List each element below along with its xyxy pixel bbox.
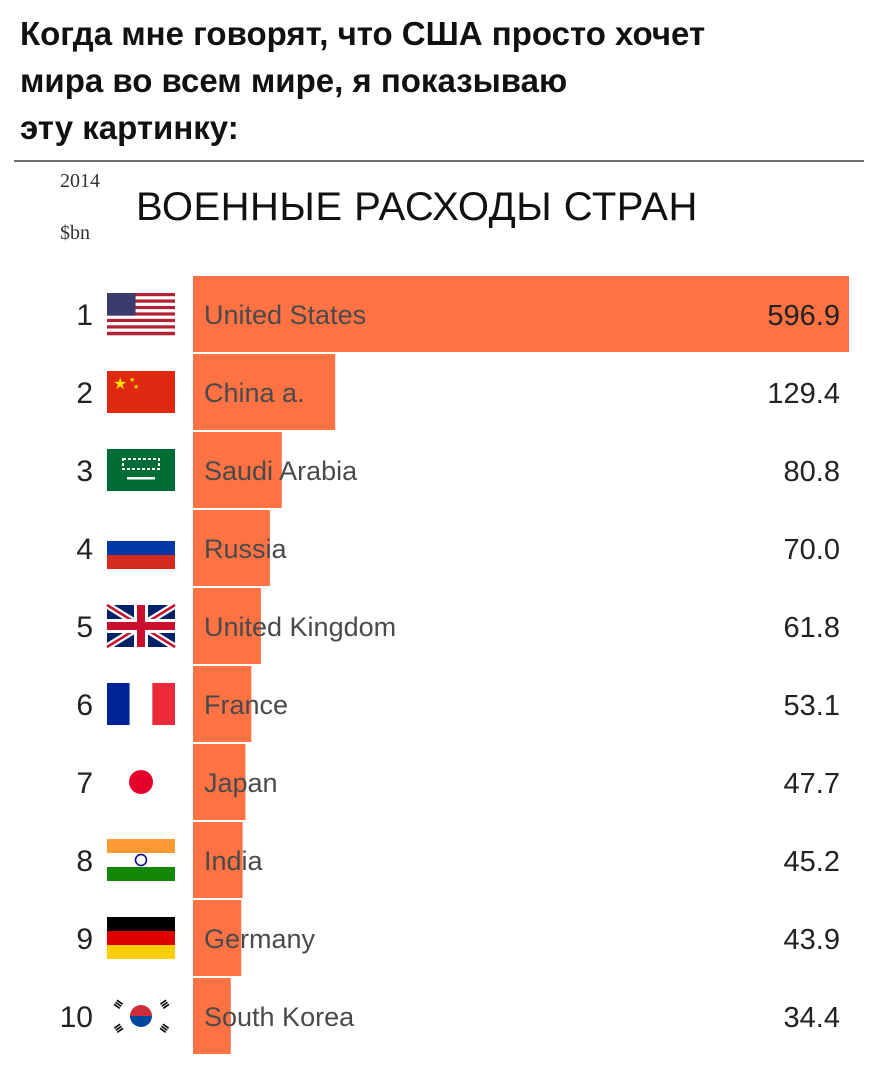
country-label: India — [204, 846, 264, 876]
chart-row: 3 Saudi Arabia 80.8 — [76, 432, 840, 508]
value-label: 61.8 — [784, 612, 840, 644]
bar — [193, 666, 252, 742]
country-label: Germany — [204, 924, 316, 954]
bar — [193, 744, 246, 820]
us-flag-icon — [107, 293, 175, 336]
country-label: Saudi Arabia — [204, 456, 358, 486]
caption-line: мира во всем мире, я показываю — [20, 62, 568, 99]
chart-row: 10 South Korea 34.4 — [60, 978, 840, 1054]
svg-text:★: ★ — [133, 383, 139, 391]
chart-row: 4 Russia 70.0 — [76, 510, 840, 586]
bar — [193, 822, 243, 898]
bar — [193, 978, 231, 1054]
chart-row: 7 Japan 47.7 — [76, 744, 840, 820]
divider — [14, 160, 864, 162]
country-label: Russia — [204, 534, 288, 564]
chart-row: 9 Germany 43.9 — [76, 900, 840, 976]
rank-label: 7 — [76, 767, 93, 800]
chart-row: 6 France 53.1 — [76, 666, 840, 742]
germany-flag-icon — [107, 917, 175, 959]
uk-flag-icon — [105, 602, 177, 650]
country-label: China a. — [204, 378, 305, 408]
chart-title: ВОЕННЫЕ РАСХОДЫ СТРАН — [136, 185, 698, 229]
japan-flag-icon — [107, 761, 175, 803]
value-label: 80.8 — [784, 456, 840, 488]
country-label: Japan — [204, 768, 278, 798]
country-label: United Kingdom — [204, 612, 396, 642]
value-label: 53.1 — [784, 690, 840, 722]
caption-line: Когда мне говорят, что США просто хочет — [20, 15, 706, 52]
chart-row: 8 India 45.2 — [76, 822, 840, 898]
rank-label: 4 — [76, 533, 93, 566]
value-label: 70.0 — [784, 534, 840, 566]
svg-text:★: ★ — [113, 374, 127, 393]
unit-label: $bn — [60, 222, 90, 244]
value-label: 45.2 — [784, 846, 840, 878]
country-label: France — [204, 690, 288, 720]
chart-row: 5 United Kingdom 61.8 — [76, 588, 840, 664]
chart-row: 2 ★ ★★ China a. 129.4 — [76, 354, 840, 430]
france-flag-icon — [107, 683, 175, 725]
year-label: 2014 — [60, 170, 100, 192]
meme-caption: Когда мне говорят, что США просто хочет … — [20, 10, 870, 151]
bar — [193, 588, 261, 664]
india-flag-icon — [107, 839, 175, 881]
chart-row: 1 United States 596.9 — [76, 276, 849, 352]
value-label: 47.7 — [784, 768, 840, 800]
rank-label: 9 — [76, 923, 93, 956]
rank-label: 1 — [76, 299, 93, 332]
bar — [193, 432, 282, 508]
bar — [193, 510, 270, 586]
country-label: South Korea — [204, 1002, 355, 1032]
bar — [193, 354, 336, 430]
country-label: United States — [204, 300, 366, 330]
china-flag-icon: ★ ★★ — [107, 371, 175, 413]
caption-line: эту картинку: — [20, 109, 239, 146]
rank-label: 10 — [60, 1001, 93, 1034]
saudi-arabia-flag-icon — [107, 449, 175, 491]
value-label: 596.9 — [767, 300, 840, 332]
value-label: 43.9 — [784, 924, 840, 956]
south-korea-flag-icon — [107, 995, 175, 1037]
russia-flag-icon — [107, 527, 175, 569]
value-label: 34.4 — [784, 1002, 840, 1034]
rank-label: 5 — [76, 611, 93, 644]
bar — [193, 900, 242, 976]
rank-label: 2 — [76, 377, 93, 410]
bar — [193, 276, 849, 352]
rank-label: 3 — [76, 455, 93, 488]
value-label: 129.4 — [767, 378, 840, 410]
svg-text:★: ★ — [129, 376, 135, 384]
rank-label: 6 — [76, 689, 93, 722]
rank-label: 8 — [76, 845, 93, 878]
